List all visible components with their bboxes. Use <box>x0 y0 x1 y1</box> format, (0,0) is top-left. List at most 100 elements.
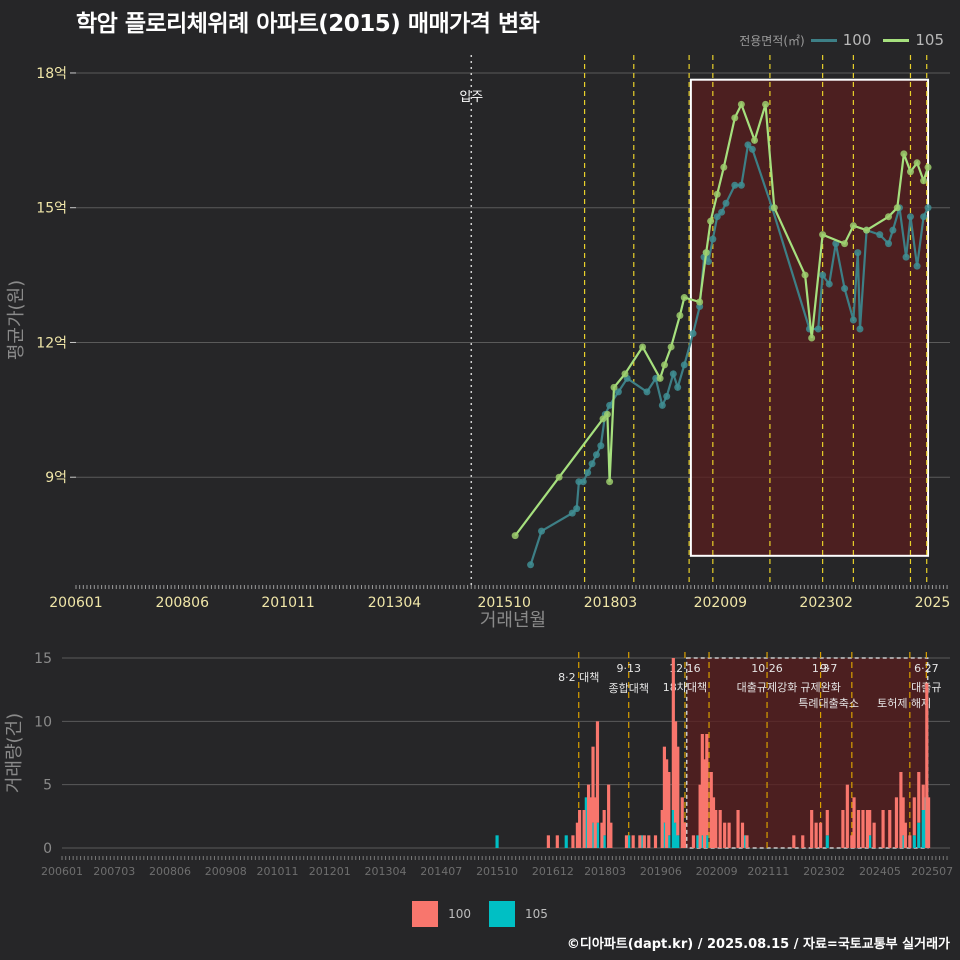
data-point-105 <box>900 150 908 158</box>
move-in-label: 입주 <box>459 90 483 105</box>
data-point-100 <box>713 213 721 221</box>
x-tick-label: 202009 <box>694 595 747 611</box>
data-point-100 <box>731 181 739 189</box>
x-tick-label-bottom: 202405 <box>859 865 901 878</box>
bar-100 <box>727 822 731 848</box>
bar-100 <box>660 810 664 848</box>
data-point-100 <box>825 280 833 288</box>
bar-100 <box>609 822 613 848</box>
bar-100 <box>691 835 695 848</box>
x-tick-label-bottom: 201304 <box>365 865 407 878</box>
data-point-100 <box>748 145 756 153</box>
policy-date: 12·16 <box>669 662 701 675</box>
data-point-105 <box>599 415 607 423</box>
y-tick-label: 12억 <box>36 335 67 351</box>
legend-top: 전용면적(㎡) 100 105 <box>739 31 950 49</box>
bar-100 <box>819 822 823 848</box>
bar-100 <box>825 810 829 836</box>
legend-label-105: 105 <box>915 31 944 49</box>
bar-105 <box>921 810 925 848</box>
y-tick-label: 9억 <box>45 470 67 486</box>
chart-title: 학암 플로리체위례 아파트(2015) 매매가격 변화 <box>76 11 540 37</box>
bar-100 <box>593 797 597 848</box>
data-point-100 <box>819 271 827 279</box>
bar-100 <box>702 759 707 848</box>
data-point-100 <box>597 442 605 450</box>
data-point-105 <box>737 100 745 108</box>
data-point-105 <box>555 473 563 481</box>
data-point-100 <box>902 253 910 261</box>
bar-105 <box>673 822 678 848</box>
bar-105 <box>700 835 704 848</box>
bar-100 <box>810 810 814 848</box>
data-point-105 <box>808 334 816 342</box>
bar-100 <box>624 835 629 848</box>
bar-100 <box>555 835 559 848</box>
bar-100 <box>841 810 845 848</box>
bar-100 <box>740 822 745 848</box>
policy-label: 토허제 해제 <box>877 696 931 710</box>
data-point-105 <box>751 136 759 144</box>
bar-105 <box>825 835 829 848</box>
credit-text: ©디아파트(dapt.kr) / 2025.08.15 / 자료=국토교통부 실… <box>566 937 950 952</box>
policy-label: 8·2 대책 <box>558 671 599 684</box>
bar-100 <box>903 822 907 848</box>
bar-105 <box>584 797 588 848</box>
policy-date: 6·27 <box>914 662 939 675</box>
data-point-105 <box>606 478 614 486</box>
data-point-105 <box>661 361 669 369</box>
data-point-100 <box>643 388 651 396</box>
bar-105 <box>743 835 747 848</box>
bar-100 <box>607 784 611 848</box>
bar-100 <box>814 822 818 848</box>
bar-100 <box>745 835 749 848</box>
data-point-100 <box>814 325 822 333</box>
bar-100 <box>676 746 680 836</box>
data-point-105 <box>924 163 932 171</box>
data-point-105 <box>841 240 849 248</box>
data-point-100 <box>709 235 717 243</box>
legend-bottom-label-105: 105 <box>525 907 548 921</box>
data-point-105 <box>610 383 618 391</box>
x-tick-label: 201510 <box>477 595 530 611</box>
bar-105 <box>917 822 921 848</box>
bar-100 <box>711 797 716 848</box>
policy-label: 규제완화 <box>800 681 840 694</box>
bar-100 <box>647 835 651 848</box>
bar-100 <box>736 810 740 848</box>
bar-100 <box>912 797 916 836</box>
bar-100 <box>673 721 678 823</box>
data-point-100 <box>856 325 864 333</box>
bar-105 <box>696 835 700 848</box>
x-tick-label-bottom: 201011 <box>257 865 299 878</box>
data-point-105 <box>731 114 739 122</box>
data-point-105 <box>863 226 871 234</box>
x-tick-label-bottom: 202302 <box>803 865 845 878</box>
data-point-100 <box>889 226 897 234</box>
data-point-105 <box>920 177 928 185</box>
y-axis-title-bottom: 거래량(건) <box>4 713 25 793</box>
x-tick-label-bottom: 201201 <box>309 865 351 878</box>
y-axis-title: 평균가(원) <box>6 280 27 360</box>
data-point-100 <box>674 383 682 391</box>
policy-label: 특례대출축소 <box>798 697 859 710</box>
legend-box-105 <box>489 901 515 927</box>
y-tick-label-bottom: 15 <box>34 651 52 667</box>
data-point-105 <box>893 204 901 212</box>
legend-box-100 <box>412 901 439 927</box>
bar-100 <box>582 810 586 848</box>
bar-100 <box>667 772 671 836</box>
data-point-100 <box>920 213 928 221</box>
bar-105 <box>868 835 872 848</box>
data-point-100 <box>663 392 671 400</box>
x-tick-label: 201011 <box>261 595 314 611</box>
data-point-100 <box>704 258 712 266</box>
data-point-100 <box>573 505 581 513</box>
data-point-100 <box>854 249 862 257</box>
data-point-100 <box>849 316 857 324</box>
data-point-105 <box>639 343 647 351</box>
data-point-100 <box>718 208 726 216</box>
y-tick-label-bottom: 0 <box>43 841 52 857</box>
